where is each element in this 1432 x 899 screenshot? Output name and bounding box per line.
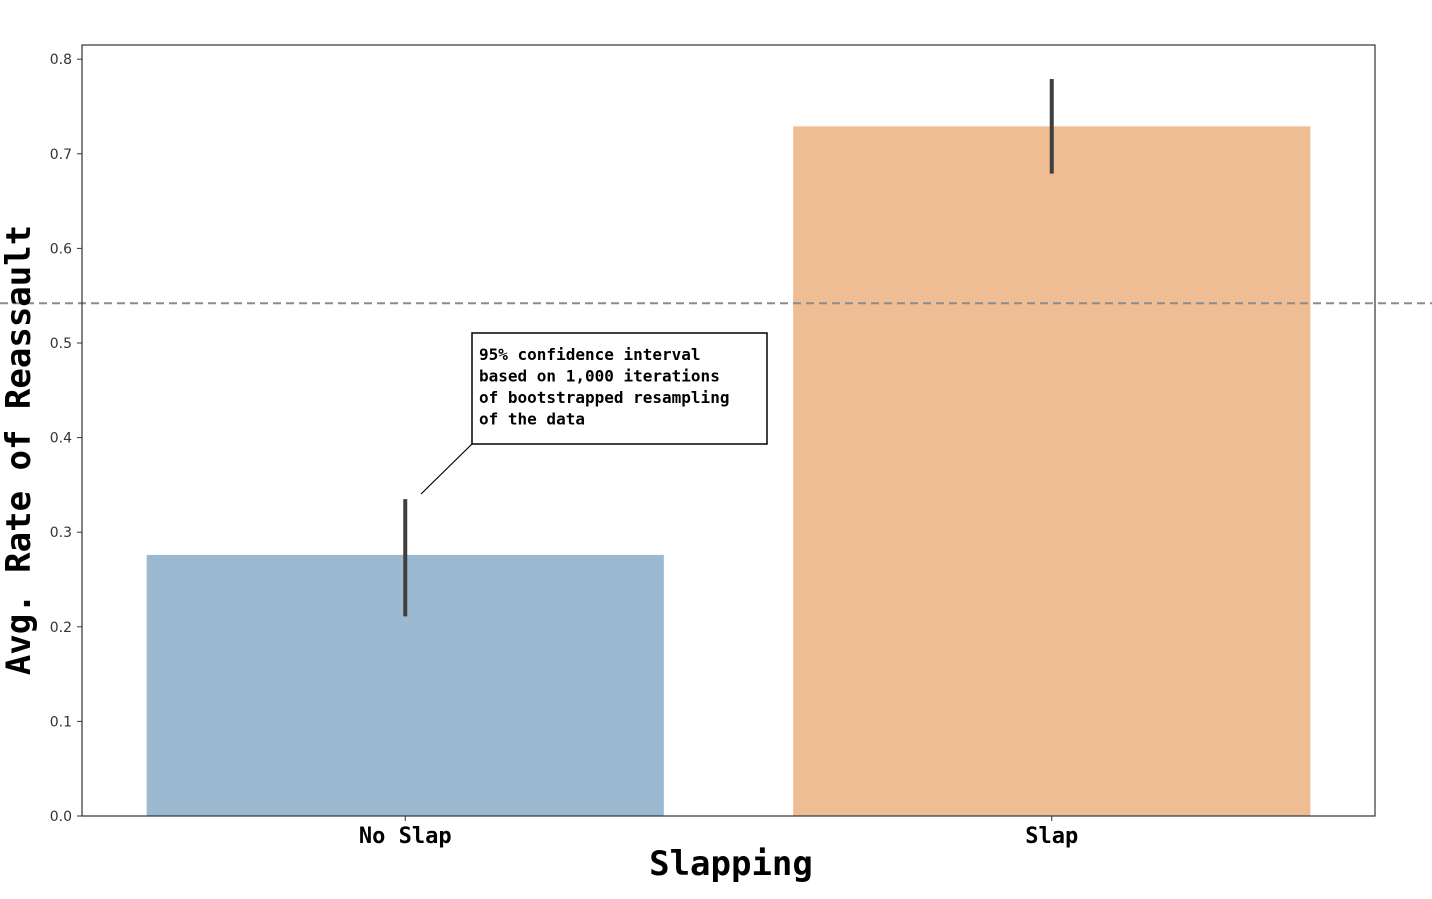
y-tick-label: 0.5 — [50, 336, 72, 352]
annotation-leader-line — [420, 443, 473, 495]
y-tick-label: 0.8 — [50, 52, 72, 68]
annotation-text-line: of the data — [479, 410, 585, 429]
error-bars-layer — [403, 79, 1054, 617]
ci-annotation: 95% confidence interval based on 1,000 it… — [420, 332, 768, 495]
annotation-text-line: 95% confidence interval — [479, 345, 701, 364]
y-tick-label: 0.3 — [50, 525, 72, 541]
y-tick-label: 0.2 — [50, 620, 72, 636]
bars-layer — [146, 126, 1311, 816]
bar-slap — [793, 126, 1311, 816]
y-tick-label: 0.1 — [50, 714, 72, 730]
plot-frame — [81, 44, 1376, 817]
x-tick-label: No Slap — [359, 824, 452, 849]
y-tick-label: 0.4 — [50, 431, 72, 447]
y-tick-label: 0.6 — [50, 241, 72, 257]
x-axis-tick-labels: No Slap Slap — [359, 816, 1078, 849]
x-axis-title: Slapping — [649, 844, 813, 884]
annotation-box — [471, 332, 768, 445]
y-axis-title: Avg. Rate of Reassault — [0, 225, 39, 675]
x-tick-label: Slap — [1025, 824, 1078, 849]
y-tick-label: 0.0 — [50, 809, 72, 825]
annotation-text-line: based on 1,000 iterations — [479, 367, 720, 386]
y-tick-label: 0.7 — [50, 147, 72, 163]
annotation-text-line: of bootstrapped resampling — [479, 388, 729, 407]
y-axis-ticks: 0.0 0.1 0.2 0.3 0.4 0.5 0.6 0.7 0.8 — [50, 52, 82, 825]
